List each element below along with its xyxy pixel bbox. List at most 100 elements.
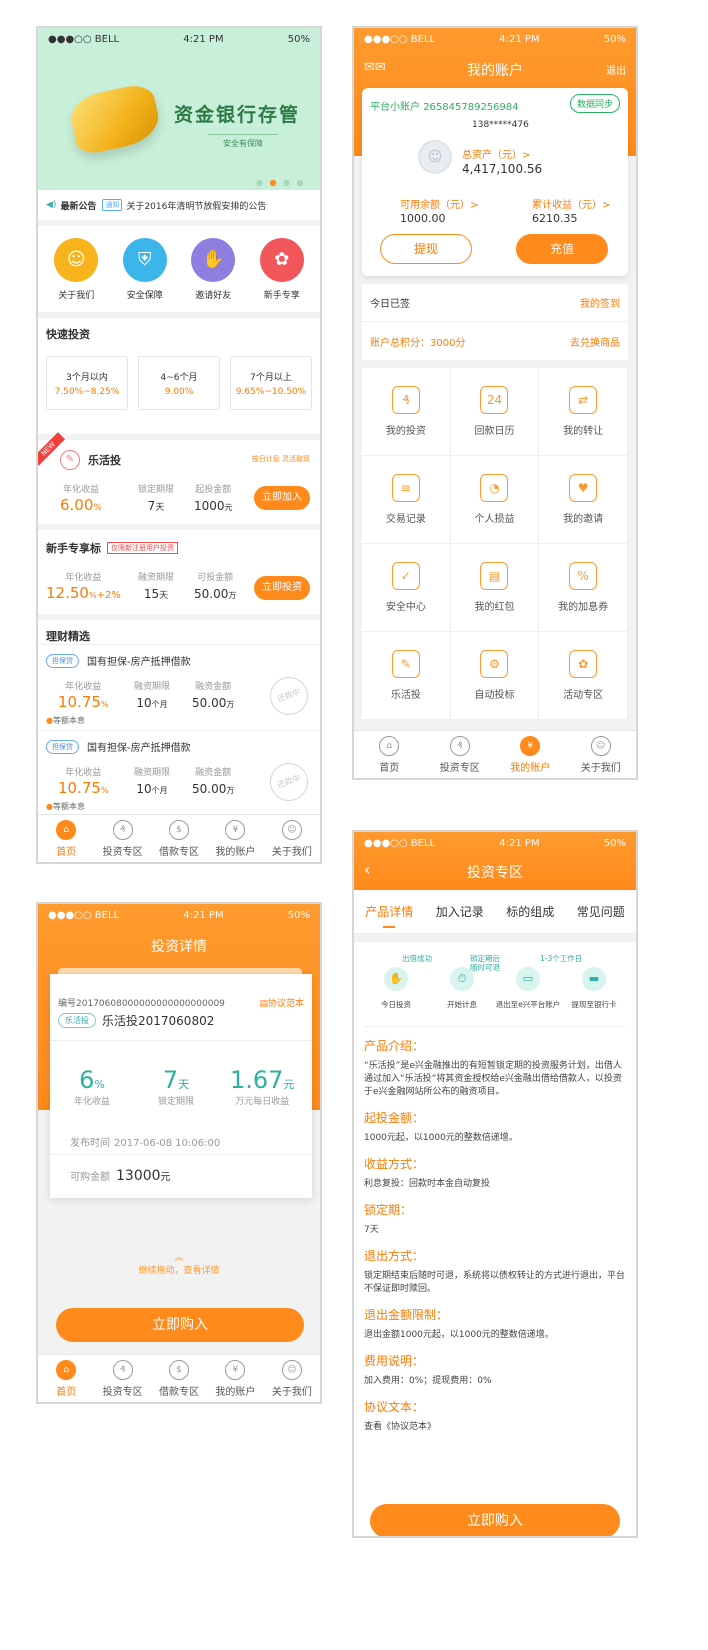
tab-home[interactable]: ⌂ 首页	[354, 731, 425, 778]
grid-label: 我的红包	[474, 602, 515, 613]
quick-option[interactable]: 7个月以上 9.65%~10.50%	[230, 356, 312, 410]
drag-hint[interactable]: ︽ 继续拖动，查看详情	[38, 1250, 320, 1276]
investment-detail-screen: ●●●○○ BELL 4:21 PM 50% 投资详情 编号2017060800…	[36, 902, 322, 1404]
tab-home[interactable]: ⌂ 首页	[38, 1355, 94, 1402]
section-text: 加入费用：0%；提现费用：0%	[364, 1376, 492, 1386]
tab-people[interactable]: ☺ 关于我们	[264, 1355, 320, 1402]
buy-now-button[interactable]: 立即购入	[370, 1504, 620, 1536]
tab-people[interactable]: ☺ 关于我们	[566, 731, 637, 778]
tab-coin-hand[interactable]: $ 借款专区	[151, 815, 207, 862]
feature-item[interactable]: ✿ 新手专享	[259, 237, 304, 301]
section-text[interactable]: 查看《协议范本》	[364, 1422, 437, 1432]
notice-text[interactable]: 关于2016年清明节放假安排的公告	[126, 201, 267, 212]
grid-item[interactable]: ✎ 乐活投	[362, 632, 451, 720]
grid-item[interactable]: ▤ 我的红包	[450, 544, 540, 632]
tab-label: 关于我们	[580, 762, 621, 774]
lehuo-card[interactable]: NEW ✎ 乐活投 按日计息 灵活取现 年化收益 6.00% 锁定期限 7天 起…	[38, 432, 320, 524]
product-card[interactable]: 担保贷 国有担保-房产抵押借款 年化收益 10.75% 融资期限 10个月 融资金额 50.0…	[38, 730, 320, 816]
tab-piggy[interactable]: ₰ 投资专区	[94, 1355, 150, 1402]
tab-coin-hand[interactable]: $ 借款专区	[151, 1355, 207, 1402]
grid-label: 回款日历	[474, 426, 515, 437]
feature-item[interactable]: ☺ 关于我们	[54, 237, 99, 301]
detail-tab[interactable]: 加入记录	[436, 890, 484, 934]
newbie-tag: 仅限新注册用户投资	[107, 542, 178, 554]
detail-tab-label: 常见问题	[576, 904, 625, 919]
piggy-icon: ₰	[112, 819, 133, 840]
tab-money-bag[interactable]: ¥ 我的账户	[495, 731, 566, 778]
daily-label: 万元每日收益	[235, 1097, 290, 1107]
detail-tab[interactable]: 标的组成	[506, 890, 554, 934]
tab-label: 关于我们	[271, 846, 312, 858]
step-note: 锁定期后 随时可退	[470, 954, 500, 972]
avatar[interactable]: ☺	[418, 140, 452, 174]
recharge-button[interactable]: 充值	[516, 234, 608, 264]
stat-unit: 元	[224, 503, 233, 512]
grid-item[interactable]: ◔ 个人损益	[450, 456, 540, 544]
status-bar: ●●●○○ BELL 4:21 PM 50%	[354, 832, 636, 854]
grid-item[interactable]: ⚙ 自动投标	[450, 632, 540, 720]
tab-money-bag[interactable]: ¥ 我的账户	[207, 1355, 263, 1402]
grid-item[interactable]: 24 回款日历	[450, 368, 540, 456]
stat-unit: %	[93, 503, 102, 513]
total-assets-label[interactable]: 总资产（元）>	[462, 150, 531, 161]
invest-now-button[interactable]: 立即投资	[254, 576, 310, 600]
status-bar: ●●●○○ BELL 4:21 PM 50%	[38, 904, 320, 926]
detail-tab[interactable]: 产品详情	[365, 890, 413, 934]
account-screen: ●●●○○ BELL 4:21 PM 50% ✉✉ 我的账户 退出 平台小账户 …	[352, 26, 638, 780]
grid-item[interactable]: ✓ 安全中心	[362, 544, 451, 632]
signed-status: 今日已签	[370, 299, 410, 310]
grid-item[interactable]: ✿ 活动专区	[539, 632, 628, 720]
transfer-screen-icon: ▭	[516, 966, 540, 991]
withdraw-button[interactable]: 提现	[380, 234, 472, 264]
banner-dots[interactable]: ● ● ● ●	[256, 178, 306, 187]
time-text: 4:21 PM	[183, 33, 224, 45]
grid-item[interactable]: ≡ 交易记录	[362, 456, 451, 544]
notice-tag: 通知	[102, 199, 123, 211]
grid-item[interactable]: ⇄ 我的转让	[539, 368, 628, 456]
available-balance-value: 1000.00	[400, 212, 446, 225]
section-text: “乐活投”是e兴金融推出的有短暂锁定期的投资服务计划，出借人通过加入“乐活投”将…	[364, 1061, 622, 1097]
stat-label: 融资期限	[134, 768, 171, 778]
logout-link[interactable]: 退出	[606, 66, 626, 77]
tab-piggy[interactable]: ₰ 投资专区	[425, 731, 496, 778]
grid-item[interactable]: ₰ 我的投资	[362, 368, 451, 456]
tab-people[interactable]: ☺ 关于我们	[264, 815, 320, 862]
agreement-link[interactable]: ▤协议范本	[259, 996, 304, 1009]
quick-option[interactable]: 3个月以内 7.50%~8.25%	[46, 356, 128, 410]
grid-item[interactable]: % 我的加息券	[539, 544, 628, 632]
total-earnings-label[interactable]: 累计收益（元）>	[532, 200, 611, 211]
banner[interactable]: ●●●○○ BELL 4:21 PM 50% 资金银行存管 安全有保障 ● ● …	[38, 28, 320, 190]
tab-home[interactable]: ⌂ 首页	[38, 815, 94, 862]
product-card[interactable]: 担保贷 国有担保-房产抵押借款 年化收益 10.75% 融资期限 10个月 融资金额 50.0…	[38, 644, 320, 730]
feature-item[interactable]: ⛨ 安全保障	[122, 237, 167, 301]
quick-option[interactable]: 4~6个月 9.00%	[138, 356, 220, 410]
stat-unit: %	[100, 700, 109, 709]
available-unit: 元	[160, 1172, 171, 1183]
tab-piggy[interactable]: ₰ 投资专区	[94, 815, 150, 862]
buy-now-button[interactable]: 立即购入	[56, 1308, 304, 1342]
detail-tab[interactable]: 常见问题	[577, 890, 625, 934]
notice-bar[interactable]: ◀) 最新公告 通知 关于2016年清明节放假安排的公告	[38, 190, 320, 220]
message-icon[interactable]: ✉✉	[364, 60, 386, 75]
featured-section: 理财精选	[38, 620, 320, 644]
section-heading: 产品介绍：	[364, 1039, 425, 1053]
join-now-button[interactable]: 立即加入	[254, 486, 310, 510]
feature-item[interactable]: ✋ 邀请好友	[191, 237, 236, 301]
sync-button[interactable]: 数据同步	[569, 94, 620, 113]
auto-icon: ⚙	[480, 650, 509, 678]
detail-tab-label: 加入记录	[435, 904, 484, 919]
exchange-link[interactable]: 去兑换商品	[570, 337, 620, 349]
back-arrow-icon[interactable]: ‹	[364, 860, 371, 879]
battery-text: 50%	[603, 33, 626, 45]
grid-label: 乐活投	[390, 690, 421, 701]
lock-label: 锁定期限	[158, 1097, 195, 1107]
my-sign-in-link[interactable]: 我的签到	[580, 299, 620, 310]
available-balance-label[interactable]: 可用余额（元）>	[400, 200, 479, 211]
section-text: 退出金额1000元起，以1000元的整数倍递增。	[364, 1330, 554, 1340]
repaying-stamp: 还款中	[264, 757, 314, 807]
newbie-card[interactable]: 新手专享标 仅限新注册用户投资 年化收益 12.50%+2% 融资期限 15天 …	[38, 530, 320, 614]
grid-item[interactable]: ♥ 我的邀请	[539, 456, 628, 544]
product-title: 国有担保-房产抵押借款	[87, 743, 191, 754]
coin-hand-icon: $	[169, 819, 190, 840]
tab-money-bag[interactable]: ¥ 我的账户	[207, 815, 263, 862]
